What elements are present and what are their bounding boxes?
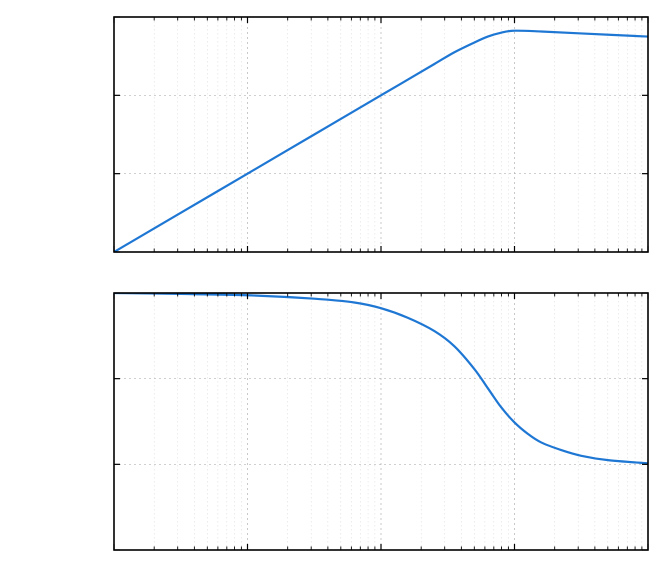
bode-plot-container — [0, 0, 663, 582]
bode-plot-svg — [0, 0, 663, 582]
